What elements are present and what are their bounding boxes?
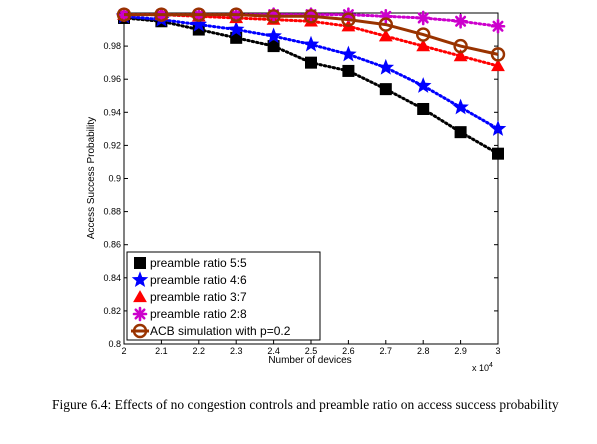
marker-asterisk <box>490 18 506 34</box>
marker-star <box>302 35 320 52</box>
marker-circle <box>453 38 468 54</box>
marker-asterisk-stroke <box>417 12 429 24</box>
marker-circle <box>378 17 393 32</box>
x-axis-multiplier-base: x 10 <box>472 363 489 373</box>
legend-entry: preamble ratio 4:6 <box>131 271 247 288</box>
legend-label: preamble ratio 2:8 <box>150 307 247 321</box>
marker-star <box>489 120 507 136</box>
y-tick-label: 0.84 <box>103 273 121 283</box>
legend: preamble ratio 5:5 preamble ratio 4:6 prea… <box>126 251 321 341</box>
x-tick-label: 2.6 <box>342 346 355 356</box>
marker-asterisk <box>415 10 431 26</box>
marker-asterisk-stroke <box>455 15 467 27</box>
x-tick-label: 2.7 <box>380 346 393 356</box>
marker-circle <box>154 7 169 22</box>
marker-star <box>190 15 208 32</box>
marker-star <box>340 45 357 62</box>
y-tick-label: 0.94 <box>103 107 121 117</box>
marker-square <box>379 83 392 96</box>
x-tick-label: 2.4 <box>267 346 280 356</box>
marker-square <box>454 126 467 139</box>
marker-triangle <box>378 29 393 42</box>
marker-square <box>417 102 430 115</box>
y-tick-label: 0.9 <box>108 174 121 184</box>
marker-star <box>227 20 245 37</box>
x-tick-label: 2.3 <box>230 346 243 356</box>
marker-square <box>134 257 146 269</box>
y-axis-label: Access Success Probability <box>86 117 97 239</box>
x-tick-label: 2.5 <box>305 346 318 356</box>
chart: 2 2.1 2.2 2.3 2.4 2.5 2.6 2.7 2.8 2.9 3 0.8 0.82 0.84… <box>86 7 507 373</box>
series-line <box>124 13 499 56</box>
x-tick-label: 2.9 <box>454 346 467 356</box>
legend-entry: preamble ratio 3:7 <box>133 290 247 304</box>
x-tick-label: 2 <box>121 346 126 356</box>
x-tick-label: 2.2 <box>193 346 206 356</box>
marker-circle <box>303 9 319 24</box>
y-tick-label: 0.96 <box>103 74 121 84</box>
x-tick-label: 3 <box>495 346 500 356</box>
series-layer <box>115 7 507 160</box>
legend-entry: preamble ratio 5:5 <box>134 256 247 270</box>
marker-triangle <box>133 290 147 303</box>
x-axis-label: Number of devices <box>268 355 351 366</box>
y-tick-label: 0.86 <box>103 240 121 250</box>
marker-asterisk-stroke <box>492 20 504 32</box>
marker-asterisk <box>132 306 148 322</box>
marker-square <box>342 64 355 77</box>
legend-box <box>126 251 321 341</box>
series-5 <box>116 7 506 62</box>
figure-caption: Figure 6.4: Effects of no congestion con… <box>52 397 559 412</box>
marker-circle <box>416 27 431 42</box>
x-axis-multiplier-exponent: 4 <box>489 362 493 369</box>
marker-circle <box>132 323 148 339</box>
legend-label: ACB simulation with p=0.2 <box>150 324 291 338</box>
legend-entry: ACB simulation with p=0.2 <box>131 323 291 339</box>
marker-square <box>267 40 280 53</box>
marker-asterisk-stroke <box>134 308 146 320</box>
marker-circle <box>490 47 506 62</box>
legend-entry: preamble ratio 2:8 <box>132 306 247 322</box>
marker-circle <box>228 7 244 22</box>
marker-square <box>305 56 317 69</box>
marker-circle <box>191 7 207 22</box>
marker-star <box>131 271 149 288</box>
marker-circle <box>341 12 356 27</box>
legend-label: preamble ratio 4:6 <box>150 273 247 287</box>
legend-label: preamble ratio 3:7 <box>150 290 247 304</box>
marker-star <box>265 27 282 44</box>
marker-circle <box>266 9 281 24</box>
marker-square <box>492 147 504 160</box>
x-tick-label: 2.8 <box>417 346 430 356</box>
y-tick-label: 0.92 <box>103 140 121 150</box>
marker-star <box>414 77 432 93</box>
y-tick-label: 0.88 <box>103 207 121 217</box>
x-axis-multiplier: x 104 <box>472 362 493 373</box>
marker-asterisk <box>453 13 468 29</box>
y-tick-label: 0.82 <box>103 306 121 316</box>
marker-triangle <box>453 49 468 62</box>
marker-circle <box>116 7 132 22</box>
marker-star <box>377 58 395 75</box>
marker-triangle <box>491 59 505 72</box>
y-tick-label: 0.98 <box>103 41 121 51</box>
marker-triangle <box>416 39 431 52</box>
x-tick-label: 2.1 <box>155 346 168 356</box>
marker-star <box>452 98 469 115</box>
y-tick-label: 0.8 <box>108 339 121 349</box>
legend-label: preamble ratio 5:5 <box>150 256 247 270</box>
